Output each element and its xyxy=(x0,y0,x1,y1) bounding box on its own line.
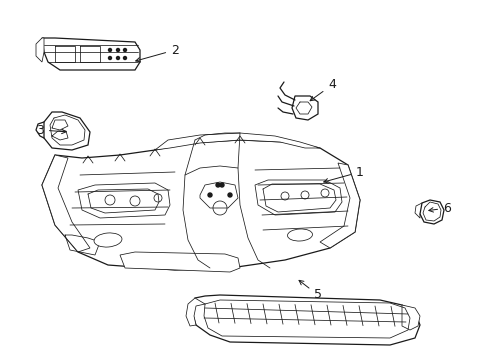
Circle shape xyxy=(216,183,220,187)
Polygon shape xyxy=(42,38,140,70)
Circle shape xyxy=(108,57,111,59)
Polygon shape xyxy=(185,298,204,326)
Circle shape xyxy=(207,193,212,197)
Circle shape xyxy=(123,57,126,59)
Polygon shape xyxy=(419,200,443,224)
Circle shape xyxy=(108,49,111,51)
Polygon shape xyxy=(254,180,341,215)
Ellipse shape xyxy=(94,233,122,247)
Polygon shape xyxy=(401,305,419,330)
Polygon shape xyxy=(200,182,238,208)
Text: 5: 5 xyxy=(299,280,321,302)
Circle shape xyxy=(116,49,119,51)
Text: 2: 2 xyxy=(136,44,179,62)
Circle shape xyxy=(123,49,126,51)
Polygon shape xyxy=(44,112,90,150)
Polygon shape xyxy=(78,183,170,218)
Circle shape xyxy=(116,57,119,59)
Polygon shape xyxy=(120,252,240,272)
Circle shape xyxy=(227,193,231,197)
Polygon shape xyxy=(42,140,359,270)
Polygon shape xyxy=(319,163,359,248)
Polygon shape xyxy=(42,155,90,252)
Polygon shape xyxy=(36,38,44,62)
Text: 6: 6 xyxy=(428,202,450,215)
Ellipse shape xyxy=(287,229,312,241)
Polygon shape xyxy=(291,96,317,120)
Text: 1: 1 xyxy=(323,166,363,183)
Polygon shape xyxy=(192,295,419,345)
Polygon shape xyxy=(155,133,319,150)
Text: 4: 4 xyxy=(309,78,335,101)
Text: 3: 3 xyxy=(36,123,66,136)
Circle shape xyxy=(220,183,224,187)
